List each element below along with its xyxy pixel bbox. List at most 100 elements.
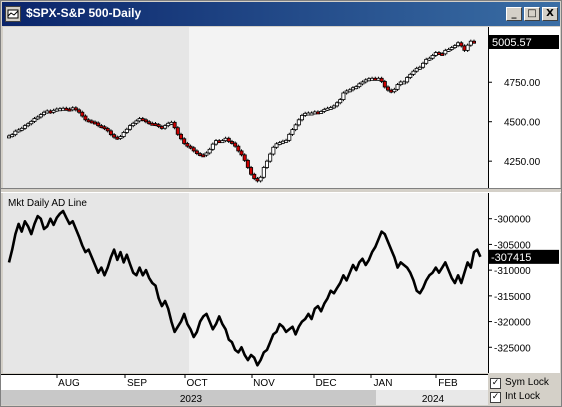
price-y-tick-label: 4250.00 [504,157,541,168]
price-candle [13,130,18,136]
price-candle [312,111,317,115]
ad-y-tick-label: -305000 [494,240,531,251]
ad-y-tick-label: -300000 [494,215,531,226]
price-candle [191,147,196,152]
price-candle [29,120,34,125]
price-candle [277,142,282,145]
price-candle [401,81,406,85]
price-candle [354,86,359,90]
ad-line-panel-shaded-region [3,193,189,373]
price-candle [430,55,435,59]
price-candle [363,79,368,83]
price-candle [172,121,177,129]
price-candle [19,127,24,131]
price-candle [92,121,97,125]
price-candle [366,78,371,82]
price-candle [261,167,266,178]
price-candle [443,49,448,55]
price-candle [159,126,164,129]
sym-lock-label: Sym Lock [505,377,549,388]
sym-lock-checkbox[interactable]: ✓ Sym Lock [489,377,561,390]
price-candle [108,130,113,136]
int-lock-checkbox[interactable]: ✓ Int Lock [489,391,561,404]
price-candle [182,138,187,144]
price-candle [465,44,470,51]
price-candle [322,108,327,112]
ad-y-tick-label: -315000 [494,292,531,303]
price-candle [226,137,231,142]
price-candle [436,52,441,55]
price-candle [64,107,69,111]
price-candle [115,136,120,140]
price-candle [57,108,62,112]
price-candle [143,119,148,123]
price-candle [335,102,340,107]
price-candle [280,140,285,144]
price-candle [360,81,365,85]
price-candle [462,45,467,51]
panel-splitter [1,188,561,193]
price-candle [236,145,241,152]
price-candle [452,45,457,49]
price-candle [185,143,190,147]
price-candle [417,66,422,70]
price-candle [398,81,403,86]
price-candle [411,70,416,75]
int-lock-check-icon[interactable]: ✓ [490,392,501,403]
price-candle [233,142,238,147]
price-candle [303,112,308,116]
ad-y-tick-label: -310000 [494,266,531,277]
price-candle [207,148,212,154]
year-band-2024 [376,390,488,405]
close-button[interactable]: X [542,7,558,21]
price-candle [382,81,387,88]
month-label: NOV [253,378,275,389]
price-candle [459,42,464,47]
price-candle [392,88,397,93]
price-panel-y-axis [488,27,560,188]
price-candle [325,107,330,111]
price-candle [370,77,375,81]
price-candle [331,105,336,109]
price-candle [395,84,400,90]
price-candle [67,108,72,112]
price-candle [45,110,50,114]
minimize-button[interactable]: _ [506,7,522,21]
price-candle [271,146,276,155]
price-candle [124,128,129,133]
price-candle [223,137,228,142]
price-candle [188,145,193,149]
price-candle [414,67,419,72]
price-candle [7,135,12,139]
price-candle [99,125,104,129]
price-last-value-box [489,34,559,49]
price-candle [421,62,426,68]
price-candle [51,109,56,113]
time-axis [1,374,488,390]
price-candle [456,42,461,47]
title-bar[interactable]: $SPX-S&P 500-Daily _ □ X [2,2,560,26]
price-candle [118,136,123,139]
maximize-button[interactable]: □ [524,7,540,21]
price-candle [255,178,260,182]
price-candle [83,115,88,121]
price-candle [328,107,333,110]
price-candle [319,111,324,114]
price-candle [86,119,91,123]
price-candle [242,154,247,161]
price-candle [468,40,473,46]
ad-last-value-label: -307415 [491,252,531,264]
price-candle [22,125,27,129]
price-candle [153,123,158,126]
price-candle [198,153,203,156]
price-candle [214,140,219,145]
price-candle [61,107,66,111]
sym-lock-check-icon[interactable]: ✓ [490,378,501,389]
price-candle [105,128,110,132]
price-candle [405,77,410,83]
price-candle [471,40,476,44]
price-candle [89,120,94,124]
price-candle [201,154,206,158]
price-candle [112,134,117,138]
